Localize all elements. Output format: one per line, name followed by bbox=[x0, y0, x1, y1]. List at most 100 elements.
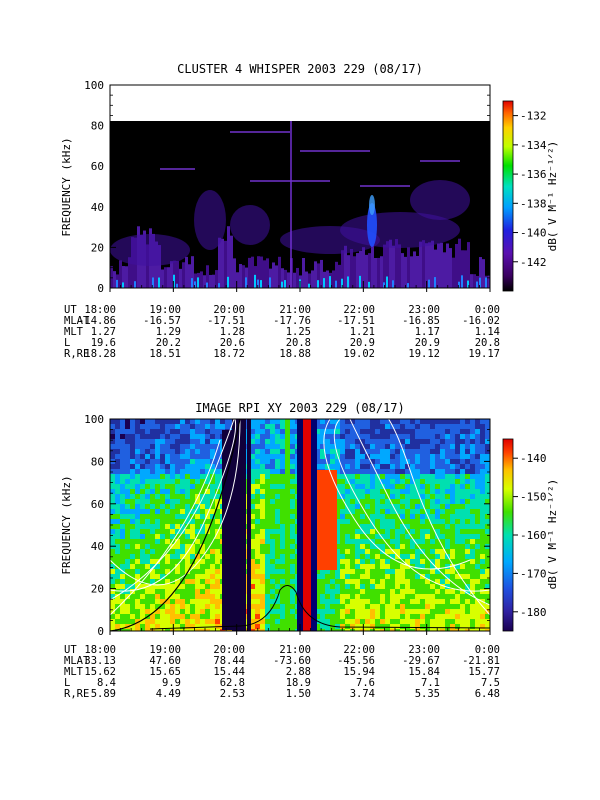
spectrogram-cell bbox=[395, 539, 400, 544]
spectrogram-cell bbox=[355, 524, 360, 529]
spectrogram-cell bbox=[210, 524, 215, 529]
spectrogram-cell bbox=[170, 444, 175, 449]
spectrogram-cell bbox=[205, 589, 210, 594]
spectrogram-cell bbox=[125, 584, 130, 589]
spectrogram-cell bbox=[205, 559, 210, 564]
spectrogram-cell bbox=[190, 624, 195, 629]
y-tick-label: 0 bbox=[97, 282, 104, 295]
spectrogram-cell bbox=[260, 484, 265, 489]
spectrogram-cell bbox=[370, 489, 375, 494]
spectrogram-cell bbox=[335, 594, 340, 599]
spectrogram-cell bbox=[210, 534, 215, 539]
spectrogram-cell bbox=[175, 454, 180, 459]
spectrogram-cell bbox=[270, 594, 275, 599]
ephemeris-value: 4.49 bbox=[156, 688, 181, 700]
spectrogram-cell bbox=[270, 434, 275, 439]
spectrogram-cell bbox=[165, 619, 170, 624]
emission-cell bbox=[248, 257, 251, 288]
spectrogram-cell bbox=[435, 474, 440, 479]
spectrogram-cell bbox=[455, 544, 460, 549]
spectrogram-cell bbox=[155, 509, 160, 514]
spectrogram-cell bbox=[155, 469, 160, 474]
spectrogram-cell bbox=[445, 484, 450, 489]
spectrogram-cell bbox=[195, 524, 200, 529]
spectrogram-cell bbox=[465, 509, 470, 514]
spectrogram-cell bbox=[290, 624, 295, 629]
spectrogram-cell bbox=[155, 454, 160, 459]
spectrogram-cell bbox=[130, 479, 135, 484]
spectrogram-cell bbox=[260, 444, 265, 449]
spectrogram-cell bbox=[390, 454, 395, 459]
spectrogram-cell bbox=[420, 489, 425, 494]
spectrogram-cell bbox=[465, 434, 470, 439]
spectrogram-cell bbox=[120, 424, 125, 429]
spectrogram-cell bbox=[385, 559, 390, 564]
spectrogram-cell bbox=[180, 629, 185, 631]
spectrogram-cell bbox=[160, 574, 165, 579]
spectrogram-cell bbox=[340, 599, 345, 604]
spectrogram-cell bbox=[355, 559, 360, 564]
spectrogram-cell bbox=[435, 594, 440, 599]
spectrogram-cell bbox=[480, 469, 485, 474]
emission-streak bbox=[250, 180, 330, 182]
spectrogram-cell bbox=[130, 619, 135, 624]
spectrogram-cell bbox=[360, 594, 365, 599]
spectrogram-cell bbox=[250, 469, 255, 474]
spectrogram-cell bbox=[385, 629, 390, 631]
spectrogram-cell bbox=[460, 509, 465, 514]
spectrogram-cell bbox=[255, 419, 260, 424]
spectrogram-cell bbox=[170, 459, 175, 464]
spectrogram-cell bbox=[465, 514, 470, 519]
spectrogram-cell bbox=[335, 429, 340, 434]
spectrogram-cell bbox=[140, 474, 145, 479]
spectrogram-cell bbox=[450, 459, 455, 464]
y-tick-label: 80 bbox=[91, 455, 104, 468]
spectrogram-cell bbox=[405, 434, 410, 439]
spectrogram-cell bbox=[210, 429, 215, 434]
spectrogram-cell bbox=[460, 514, 465, 519]
spectrogram-cell bbox=[435, 584, 440, 589]
spectrogram-cell bbox=[400, 584, 405, 589]
spectrogram-cell bbox=[215, 554, 220, 559]
spectrogram-cell bbox=[145, 534, 150, 539]
spectrogram-cell bbox=[265, 519, 270, 524]
spectrogram-cell bbox=[175, 424, 180, 429]
spectrogram-cell bbox=[400, 594, 405, 599]
spectrogram-cell bbox=[385, 474, 390, 479]
spectrogram-cell bbox=[135, 489, 140, 494]
spectrogram-cell bbox=[380, 539, 385, 544]
spectrogram-cell bbox=[215, 534, 220, 539]
emission-cell bbox=[365, 254, 368, 288]
spectrogram-cell bbox=[455, 434, 460, 439]
emission-peak bbox=[218, 283, 220, 288]
spectrogram-cell bbox=[360, 469, 365, 474]
spectrogram-cell bbox=[140, 454, 145, 459]
ephemeris-value: 20.2 bbox=[156, 337, 181, 349]
spectrogram-cell bbox=[210, 484, 215, 489]
spectrogram-cell bbox=[470, 434, 475, 439]
spectrogram-cell bbox=[250, 629, 255, 631]
emission-cell bbox=[383, 244, 386, 288]
spectrogram-cell bbox=[290, 564, 295, 569]
colorbar-tick-label: -170 bbox=[520, 567, 547, 580]
spectrogram-cell bbox=[160, 604, 165, 609]
spectrogram-cell bbox=[185, 579, 190, 584]
spectrogram-cell bbox=[460, 489, 465, 494]
spectrogram-cell bbox=[380, 474, 385, 479]
spectrogram-cell bbox=[170, 604, 175, 609]
spectrogram-cell bbox=[330, 599, 335, 604]
spectrogram-cell bbox=[180, 559, 185, 564]
spectrogram-cell bbox=[345, 584, 350, 589]
spectrogram-cell bbox=[275, 599, 280, 604]
spectrogram-cell bbox=[465, 454, 470, 459]
spectrogram-cell bbox=[190, 424, 195, 429]
spectrogram-cell bbox=[350, 619, 355, 624]
spectrogram-cell bbox=[130, 444, 135, 449]
spectrogram-cell bbox=[125, 424, 130, 429]
spectrogram-cell bbox=[155, 434, 160, 439]
spectrogram-cell bbox=[365, 509, 370, 514]
spectrogram-cell bbox=[165, 499, 170, 504]
spectrogram-cell bbox=[335, 544, 340, 549]
spectrogram-cell bbox=[370, 619, 375, 624]
spectrogram-cell bbox=[410, 494, 415, 499]
